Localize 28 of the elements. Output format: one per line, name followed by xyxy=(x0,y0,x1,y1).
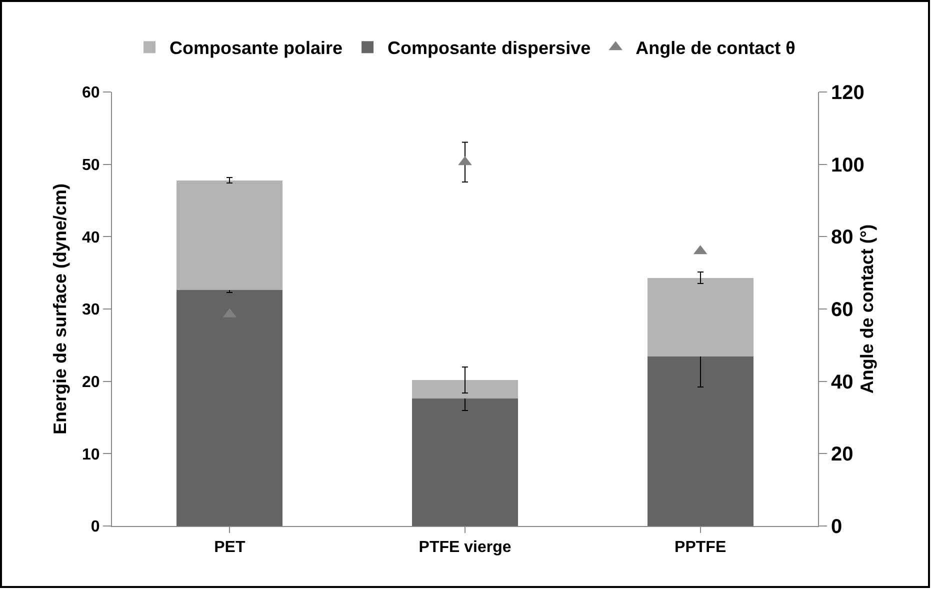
y-tick-label: 30 xyxy=(82,302,100,319)
y-tick-label: 20 xyxy=(82,374,100,391)
y-tick-label: 40 xyxy=(82,229,100,246)
y-tick-label: 0 xyxy=(90,518,100,536)
y-axis-title: Energie de surface (dyne/cm) xyxy=(50,183,70,435)
legend-label: Angle de contact θ xyxy=(636,38,796,58)
y2-tick-label: 100 xyxy=(831,154,864,176)
y2-tick-label: 120 xyxy=(831,82,864,104)
x-tick-label: PTFE vierge xyxy=(418,539,512,556)
bar xyxy=(412,398,518,526)
y2-tick-label: 60 xyxy=(831,299,854,321)
y-tick-label: 60 xyxy=(82,84,100,102)
y-tick-label: 10 xyxy=(82,446,100,464)
y-tick-label: 50 xyxy=(82,156,100,174)
y2-axis-title: Angle de contact (°) xyxy=(857,224,877,394)
legend-label: Composante dispersive xyxy=(388,38,591,58)
y2-tick-label: 0 xyxy=(831,516,842,538)
bar xyxy=(647,278,754,357)
bar xyxy=(412,380,518,399)
bar xyxy=(176,180,283,290)
bar xyxy=(647,356,754,526)
y2-tick-label: 20 xyxy=(831,444,854,466)
legend-label: Composante polaire xyxy=(170,38,343,58)
x-tick-label: PPTFE xyxy=(674,539,726,556)
x-tick-label: PET xyxy=(214,539,246,556)
bar xyxy=(176,290,283,526)
y2-tick-label: 80 xyxy=(831,226,854,249)
y2-tick-label: 40 xyxy=(831,371,854,394)
